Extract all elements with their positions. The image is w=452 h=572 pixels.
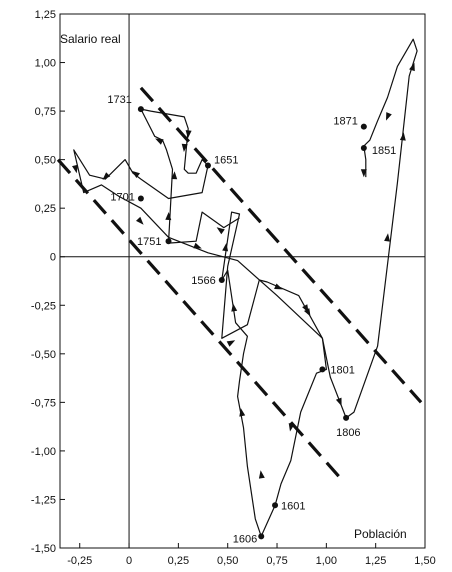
point-label-1851: 1851	[372, 145, 396, 157]
plot-frame	[59, 13, 426, 549]
direction-arrow	[304, 308, 311, 317]
point-labels: 1731 1651 1701 1751 1566 1801 1806 1601 1606 1871…	[107, 94, 396, 545]
direction-arrow	[399, 132, 406, 141]
y-tick-label: -0,50	[31, 349, 56, 361]
direction-arrow	[386, 112, 392, 121]
series-line	[73, 108, 327, 537]
direction-arrow	[165, 212, 172, 221]
labeled-point	[360, 144, 367, 151]
x-tick-label: 0,75	[266, 555, 287, 567]
labeled-point	[343, 414, 350, 421]
direction-arrow	[185, 130, 192, 139]
y-tick-label: 0,75	[35, 106, 56, 118]
labeled-point	[165, 238, 172, 245]
point-label-1806: 1806	[336, 427, 360, 439]
point-label-1606: 1606	[233, 533, 257, 545]
direction-arrows	[72, 62, 415, 479]
dashed-trend-line	[56, 158, 344, 482]
series-line	[221, 38, 418, 419]
point-label-1651: 1651	[214, 154, 238, 166]
x-tick-label: 0,50	[217, 555, 238, 567]
point-label-1751: 1751	[137, 236, 161, 248]
dashed-trend-line	[139, 86, 423, 404]
direction-arrow	[72, 164, 78, 174]
x-tick-label: 1,00	[316, 555, 337, 567]
direction-arrow	[102, 172, 111, 180]
direction-arrow	[288, 423, 295, 432]
y-tick-label: -1,50	[31, 543, 56, 555]
point-label-1871: 1871	[333, 116, 357, 128]
x-tick-label: -0,25	[67, 555, 92, 567]
direction-arrow	[409, 62, 415, 72]
direction-arrow	[258, 470, 265, 479]
labeled-point	[319, 366, 326, 373]
direction-arrow	[226, 340, 236, 347]
point-label-1701: 1701	[110, 191, 134, 203]
y-tick-label: -0,75	[31, 397, 56, 409]
x-tick-label: 1,25	[365, 555, 386, 567]
direction-arrow	[131, 170, 140, 178]
series-group	[73, 38, 418, 537]
y-tick-label: 1,00	[35, 58, 56, 70]
y-tick-label: -1,00	[31, 446, 56, 458]
x-axis-label: Población	[354, 527, 407, 541]
labeled-point	[137, 195, 144, 202]
point-label-1731: 1731	[107, 94, 131, 106]
y-tick-label: 0,25	[35, 203, 56, 215]
labeled-point	[272, 502, 279, 509]
x-tick-label: 0,25	[168, 555, 189, 567]
y-axis-label: Salario real	[60, 32, 121, 46]
axes: -0,25 0 0,25 0,50 0,75 1,00 1,25 1,50 -1,50 -1,25…	[31, 9, 436, 567]
direction-arrow	[155, 138, 164, 145]
direction-arrow	[239, 408, 246, 417]
point-label-1566: 1566	[191, 275, 215, 287]
direction-arrow	[136, 216, 144, 225]
point-label-1601: 1601	[281, 500, 305, 512]
direction-arrow	[216, 227, 225, 235]
y-tick-label: -0,25	[31, 300, 56, 312]
direction-arrow	[384, 233, 390, 242]
y-tick-label: 0	[50, 252, 56, 264]
direction-arrow	[360, 169, 367, 178]
direction-arrow	[181, 143, 188, 152]
direction-arrow	[274, 283, 283, 290]
direction-arrow	[222, 243, 229, 252]
point-label-1801: 1801	[330, 364, 354, 376]
labeled-point	[258, 533, 265, 540]
y-tick-label: -1,25	[31, 494, 56, 506]
labeled-point	[360, 123, 367, 130]
direction-arrow	[171, 171, 178, 180]
labeled-point	[204, 162, 211, 169]
labeled-point	[137, 106, 144, 113]
x-tick-label: 1,50	[414, 555, 435, 567]
x-tick-label: 0	[126, 555, 132, 567]
direction-arrow	[335, 397, 342, 407]
y-tick-label: 0,50	[35, 155, 56, 167]
dashed-trend-lines	[56, 86, 423, 482]
labeled-point	[218, 277, 225, 284]
direction-arrow	[231, 303, 238, 312]
y-tick-label: 1,25	[35, 9, 56, 21]
direction-arrow	[193, 242, 202, 249]
